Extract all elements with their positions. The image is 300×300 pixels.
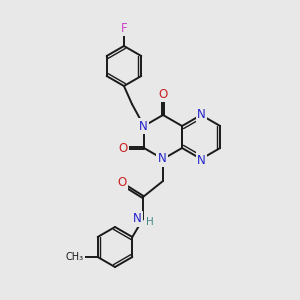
Text: N: N [158, 152, 166, 166]
Text: CH₃: CH₃ [66, 252, 84, 262]
Text: H: H [146, 217, 154, 227]
Text: F: F [121, 22, 127, 34]
Text: N: N [197, 154, 206, 166]
Text: O: O [117, 176, 127, 190]
Text: N: N [139, 119, 147, 133]
Text: O: O [118, 142, 128, 154]
Text: N: N [197, 107, 206, 121]
Text: N: N [133, 212, 141, 226]
Text: O: O [158, 88, 168, 100]
